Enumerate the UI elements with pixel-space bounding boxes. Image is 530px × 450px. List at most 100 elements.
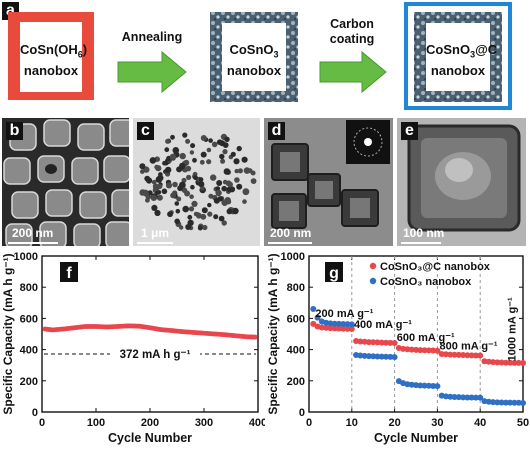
particle	[193, 175, 198, 181]
chart-f-cycling: 0 200 400 600 800 1000 0 100 200 300 400 Cycle Numb…	[1, 251, 265, 445]
data-point	[498, 399, 505, 406]
particle	[152, 183, 159, 190]
scale-label-e: 100 nm	[403, 226, 445, 240]
arrow-annealing	[117, 50, 187, 94]
y-tick-label: 400	[20, 345, 38, 357]
data-point	[365, 353, 372, 360]
tem-image-d: d 200 nm	[264, 118, 393, 246]
data-point	[515, 359, 522, 366]
particle	[226, 186, 232, 192]
y-tick-label: 600	[287, 313, 305, 325]
data-point	[438, 350, 445, 357]
data-point	[460, 394, 467, 401]
scale-bar-d	[268, 242, 312, 244]
box1-label: CoSn(OH6) nanobox	[20, 42, 88, 78]
data-point	[472, 352, 479, 359]
data-point	[460, 352, 467, 359]
x-tick-label: 30	[431, 417, 443, 429]
particle	[176, 196, 182, 202]
data-point	[383, 353, 390, 360]
data-point	[310, 306, 317, 313]
data-point	[310, 320, 317, 327]
scale-label-d: 200 nm	[270, 226, 312, 240]
data-point	[374, 339, 381, 346]
data-point	[252, 334, 258, 340]
x-tick-label: 20	[388, 417, 400, 429]
y-tick-label: 200	[20, 376, 38, 388]
particle	[200, 135, 207, 141]
panel-label-e: e	[401, 122, 418, 140]
sem-cubes-graphic	[3, 119, 129, 246]
particle	[222, 149, 228, 155]
data-point	[365, 339, 372, 346]
arrow-carbon-coating	[319, 50, 387, 94]
data-point	[451, 394, 458, 401]
particle	[179, 225, 184, 230]
x-tick-label: 300	[195, 417, 213, 429]
reference-label-bg	[110, 344, 200, 363]
particle	[155, 190, 160, 195]
data-point	[425, 347, 432, 354]
particle	[165, 166, 172, 174]
data-point	[464, 352, 471, 359]
particle	[250, 178, 257, 184]
particle	[230, 151, 236, 157]
particle	[140, 169, 145, 174]
scale-label-c: 1 μm	[141, 226, 170, 240]
particle	[207, 211, 213, 217]
data-point	[391, 340, 398, 347]
data-point	[357, 338, 364, 345]
data-point	[477, 394, 484, 401]
rate-label: 600 mA g⁻¹	[397, 332, 455, 344]
particle	[156, 194, 163, 201]
x-tick-label: 10	[346, 417, 358, 429]
particle	[210, 174, 217, 181]
data-point	[520, 399, 526, 406]
tem-image-e: e 100 nm	[397, 118, 526, 246]
particle	[192, 157, 197, 163]
particle	[224, 197, 231, 204]
y-tick-label: 0	[32, 407, 38, 419]
panel-label-c: c	[137, 122, 154, 140]
particle	[177, 185, 183, 192]
data-point	[378, 339, 385, 346]
data-point	[455, 351, 462, 358]
data-point	[327, 320, 334, 327]
particle	[213, 214, 219, 220]
sem-image-b: b 200 nm	[2, 118, 129, 246]
data-point	[331, 320, 338, 327]
tem-particles-graphic	[139, 132, 257, 231]
data-point	[387, 339, 394, 346]
scale-bar-c	[137, 242, 173, 244]
scale-bar-b	[8, 242, 58, 244]
tem-single-cube-graphic	[407, 124, 521, 232]
data-point	[430, 347, 437, 354]
data-point	[421, 347, 428, 354]
data-point	[421, 382, 428, 389]
x-tick-label: 200	[141, 417, 159, 429]
particle	[155, 165, 162, 172]
panel-label-f-bg	[60, 262, 78, 282]
data-point	[391, 354, 398, 361]
particle	[234, 177, 240, 183]
rate-label: 400 mA g⁻¹	[354, 319, 412, 331]
data-point	[511, 399, 518, 406]
particle	[211, 141, 218, 148]
nanobox-cosnoh6	[8, 12, 94, 100]
particle	[195, 212, 200, 217]
box2-label: CoSnO3 nanobox	[226, 42, 282, 78]
panel-label-b: b	[6, 122, 23, 140]
data-point	[494, 359, 501, 366]
scale-label-b: 200 nm	[12, 226, 54, 240]
x-axis-label: Cycle Number	[108, 431, 192, 445]
particle	[182, 132, 188, 138]
y-tick-label: 800	[20, 282, 38, 294]
particle	[170, 192, 176, 199]
data-point	[490, 399, 497, 406]
particle	[223, 168, 231, 175]
data-point	[494, 399, 501, 406]
particle	[227, 181, 233, 188]
legend-marker	[369, 262, 377, 270]
reference-line-label: 372 mA h g⁻¹	[120, 349, 191, 361]
particle	[170, 134, 175, 140]
